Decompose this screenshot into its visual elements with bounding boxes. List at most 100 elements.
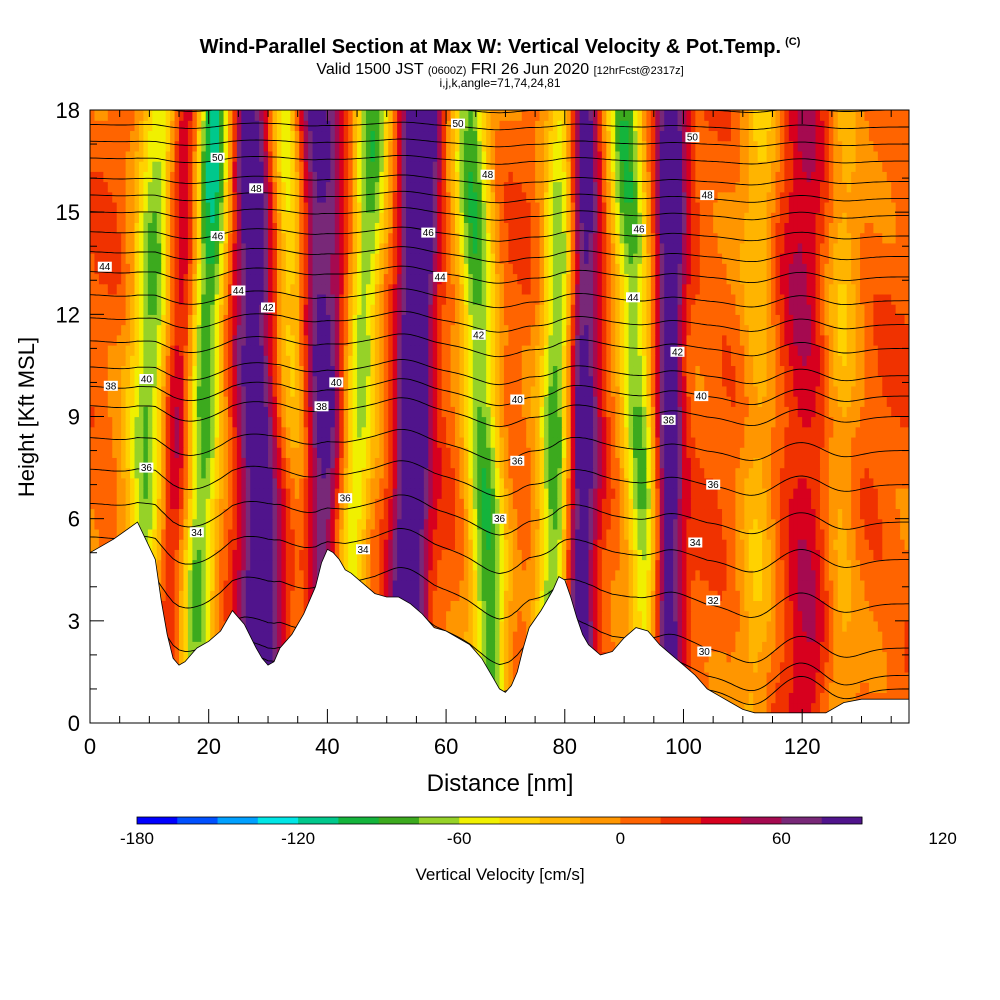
w-cell [588,447,594,458]
w-cell [147,436,153,448]
w-cell [388,467,394,479]
w-cell [730,559,737,571]
w-cell [664,579,670,591]
w-cell [601,518,607,530]
w-cell [423,539,429,550]
w-cell [419,569,425,581]
w-cell [686,508,692,520]
w-cell [352,498,358,510]
w-cell [722,661,728,673]
w-cell [103,477,109,489]
w-cell [446,528,452,540]
w-cell [744,467,750,479]
w-cell [196,590,202,601]
w-cell [664,641,670,653]
w-cell [584,447,590,458]
w-cell [481,488,487,499]
w-cell [855,590,861,601]
w-cell [223,467,229,479]
w-cell [730,579,737,591]
w-cell [428,457,434,469]
w-cell [833,661,839,673]
w-cell [886,661,892,673]
w-cell [811,620,817,632]
w-cell [624,518,630,530]
w-cell [895,447,901,458]
w-cell [201,579,207,591]
w-cell [143,477,149,489]
w-cell [819,651,826,663]
w-cell [107,447,113,458]
w-cell [757,539,763,550]
w-cell [877,600,883,612]
w-cell [383,488,389,499]
w-cell [308,477,314,489]
w-cell [170,508,176,520]
w-cell [695,467,701,479]
w-cell [561,477,567,489]
w-cell [650,631,656,642]
w-cell [597,447,603,458]
w-cell [557,457,563,469]
w-cell [254,559,260,571]
w-cell [864,549,870,561]
w-cell [232,528,238,540]
w-cell [232,590,238,601]
w-cell [134,508,140,520]
w-cell [819,467,826,479]
w-cell [699,518,705,530]
w-cell [512,539,518,550]
w-cell [348,528,354,540]
w-cell [579,539,585,550]
w-cell [192,620,198,632]
w-cell [833,682,839,693]
w-cell [779,651,785,663]
w-cell [806,467,812,479]
w-cell [459,559,465,571]
w-cell [886,600,892,612]
w-cell [819,620,826,632]
w-cell [503,631,509,642]
w-cell [423,610,429,622]
w-cell [410,508,416,520]
w-cell [717,488,723,499]
w-cell [877,620,883,632]
w-cell [441,549,447,561]
w-cell [268,651,274,663]
w-cell [410,528,416,540]
w-cell [281,631,287,642]
w-cell [891,508,897,520]
w-cell [779,528,785,540]
w-cell [285,467,291,479]
w-cell [722,641,728,653]
w-cell [508,488,514,499]
w-cell [806,661,812,673]
w-cell [748,631,754,642]
w-cell [343,498,349,510]
w-cell [713,488,719,499]
w-cell [726,467,732,479]
w-cell [664,559,670,571]
w-cell [174,436,180,448]
w-cell [584,539,590,550]
w-cell [503,590,509,601]
w-cell [566,508,572,520]
w-cell [713,579,719,591]
w-cell [526,590,532,601]
w-cell [254,518,260,530]
w-cell [165,488,171,499]
w-cell [855,508,861,520]
w-cell [588,559,594,571]
w-cell [900,559,906,571]
w-cell [472,518,478,530]
w-cell [641,549,647,561]
w-cell [254,641,260,653]
w-cell [308,457,314,469]
w-cell [446,579,452,591]
w-cell [508,539,514,550]
w-cell [521,631,527,642]
w-cell [815,488,821,499]
w-cell [833,457,839,469]
w-cell [722,498,728,510]
